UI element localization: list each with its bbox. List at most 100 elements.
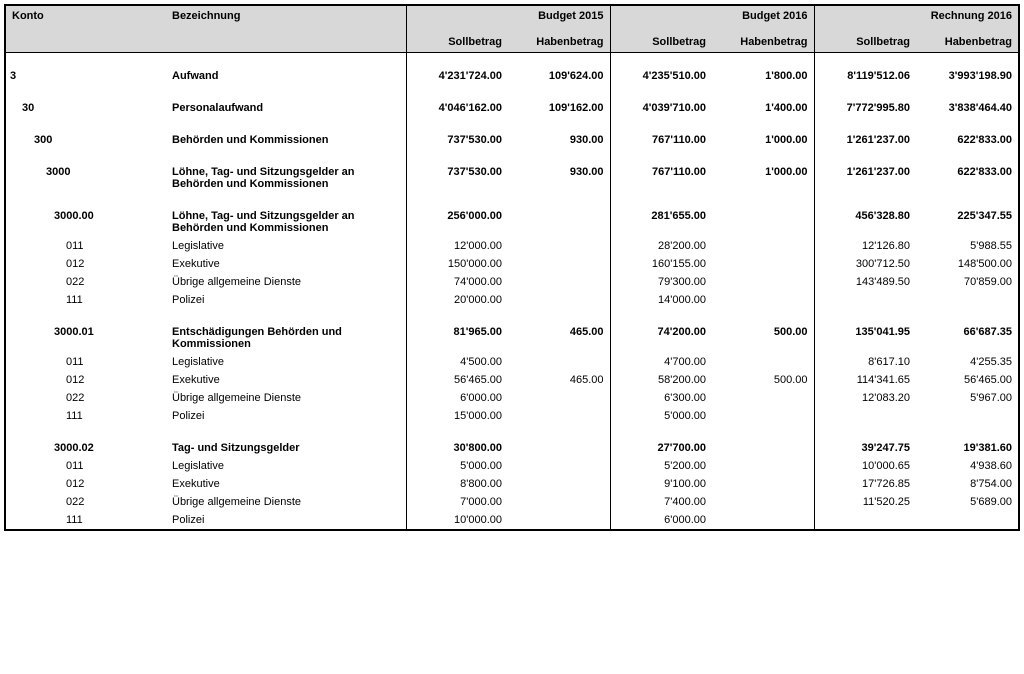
cell-konto: 111 — [6, 407, 166, 425]
cell-r16s: 39'247.75 — [814, 439, 916, 457]
spacer-row — [6, 85, 1018, 99]
cell-b15h: 930.00 — [508, 131, 610, 149]
cell-b16s: 4'235'510.00 — [610, 67, 712, 85]
cell-b16s: 5'200.00 — [610, 457, 712, 475]
cell-r16h: 8'754.00 — [916, 475, 1018, 493]
cell-b15s: 737'530.00 — [406, 163, 508, 193]
table-row: 3000.01Entschädigungen Behörden und Komm… — [6, 323, 1018, 353]
cell-b16h — [712, 439, 814, 457]
cell-b15s: 4'046'162.00 — [406, 99, 508, 117]
cell-b16s: 767'110.00 — [610, 163, 712, 193]
cell-bezeichnung: Übrige allgemeine Dienste — [166, 389, 406, 407]
cell-b15h — [508, 389, 610, 407]
cell-r16h: 4'255.35 — [916, 353, 1018, 371]
cell-b15s: 737'530.00 — [406, 131, 508, 149]
cell-b15s: 6'000.00 — [406, 389, 508, 407]
cell-b16h: 1'800.00 — [712, 67, 814, 85]
cell-b16h: 1'400.00 — [712, 99, 814, 117]
cell-b15h — [508, 439, 610, 457]
cell-b15h — [508, 407, 610, 425]
table-row: 012Exekutive56'465.00465.0058'200.00500.… — [6, 371, 1018, 389]
cell-b16s: 160'155.00 — [610, 255, 712, 273]
cell-r16h: 225'347.55 — [916, 207, 1018, 237]
cell-konto: 111 — [6, 291, 166, 309]
report-frame: Konto Bezeichnung Budget 2015 Budget 201… — [4, 4, 1020, 531]
cell-konto: 011 — [6, 353, 166, 371]
cell-b15s: 7'000.00 — [406, 493, 508, 511]
cell-bezeichnung: Legislative — [166, 457, 406, 475]
col-konto: Konto — [6, 6, 166, 26]
cell-b16s: 281'655.00 — [610, 207, 712, 237]
col-group-budget2015: Budget 2015 — [508, 6, 610, 26]
cell-r16s: 12'083.20 — [814, 389, 916, 407]
table-row: 022Übrige allgemeine Dienste6'000.006'30… — [6, 389, 1018, 407]
col-r16-soll-spacer — [814, 6, 916, 26]
cell-r16s: 11'520.25 — [814, 493, 916, 511]
cell-b15s: 8'800.00 — [406, 475, 508, 493]
cell-bezeichnung: Polizei — [166, 511, 406, 529]
cell-r16s: 114'341.65 — [814, 371, 916, 389]
cell-konto: 3000.02 — [6, 439, 166, 457]
col-b16-soll-spacer — [610, 6, 712, 26]
spacer-row — [6, 149, 1018, 163]
cell-b16h — [712, 389, 814, 407]
cell-r16s — [814, 511, 916, 529]
cell-konto: 022 — [6, 273, 166, 291]
cell-b16s: 14'000.00 — [610, 291, 712, 309]
cell-b15h: 465.00 — [508, 371, 610, 389]
cell-r16s: 7'772'995.80 — [814, 99, 916, 117]
cell-b16s: 28'200.00 — [610, 237, 712, 255]
table-row: 30Personalaufwand4'046'162.00109'162.004… — [6, 99, 1018, 117]
cell-r16h: 622'833.00 — [916, 131, 1018, 149]
cell-b16h — [712, 255, 814, 273]
cell-b15h — [508, 511, 610, 529]
cell-b15h — [508, 273, 610, 291]
table-row: 111Polizei10'000.006'000.00 — [6, 511, 1018, 529]
cell-r16h — [916, 291, 1018, 309]
cell-r16h: 5'689.00 — [916, 493, 1018, 511]
cell-b15h — [508, 457, 610, 475]
cell-b15h: 109'162.00 — [508, 99, 610, 117]
cell-bezeichnung: Legislative — [166, 237, 406, 255]
cell-r16h: 5'988.55 — [916, 237, 1018, 255]
cell-r16s: 135'041.95 — [814, 323, 916, 353]
cell-bezeichnung: Übrige allgemeine Dienste — [166, 493, 406, 511]
cell-r16h: 3'838'464.40 — [916, 99, 1018, 117]
cell-b16s: 4'039'710.00 — [610, 99, 712, 117]
col-group-budget2016: Budget 2016 — [712, 6, 814, 26]
cell-b15s: 12'000.00 — [406, 237, 508, 255]
table-header: Konto Bezeichnung Budget 2015 Budget 201… — [6, 6, 1018, 53]
col-b15-soll: Sollbetrag — [406, 26, 508, 53]
table-row: 022Übrige allgemeine Dienste7'000.007'40… — [6, 493, 1018, 511]
cell-r16s: 456'328.80 — [814, 207, 916, 237]
col-b15-haben: Habenbetrag — [508, 26, 610, 53]
cell-b15h — [508, 291, 610, 309]
spacer-row — [6, 193, 1018, 207]
cell-r16s: 12'126.80 — [814, 237, 916, 255]
cell-b16s: 5'000.00 — [610, 407, 712, 425]
cell-bezeichnung: Polizei — [166, 291, 406, 309]
col-r16-soll: Sollbetrag — [814, 26, 916, 53]
cell-b16h — [712, 511, 814, 529]
cell-b15s: 4'231'724.00 — [406, 67, 508, 85]
table-row: 011Legislative5'000.005'200.0010'000.654… — [6, 457, 1018, 475]
cell-r16h: 19'381.60 — [916, 439, 1018, 457]
cell-konto: 300 — [6, 131, 166, 149]
cell-b16h — [712, 493, 814, 511]
cell-b16s: 767'110.00 — [610, 131, 712, 149]
cell-r16s: 1'261'237.00 — [814, 163, 916, 193]
col-b16-soll: Sollbetrag — [610, 26, 712, 53]
cell-b16s: 6'300.00 — [610, 389, 712, 407]
cell-b16h — [712, 273, 814, 291]
col-bezeichnung: Bezeichnung — [166, 6, 406, 26]
cell-r16s — [814, 291, 916, 309]
cell-b16h — [712, 237, 814, 255]
cell-b16h: 1'000.00 — [712, 163, 814, 193]
budget-table: Konto Bezeichnung Budget 2015 Budget 201… — [6, 6, 1018, 529]
cell-bezeichnung: Übrige allgemeine Dienste — [166, 273, 406, 291]
cell-b16h — [712, 207, 814, 237]
col-konto-sub — [6, 26, 166, 53]
cell-r16h: 56'465.00 — [916, 371, 1018, 389]
cell-b16s: 79'300.00 — [610, 273, 712, 291]
cell-r16s: 1'261'237.00 — [814, 131, 916, 149]
